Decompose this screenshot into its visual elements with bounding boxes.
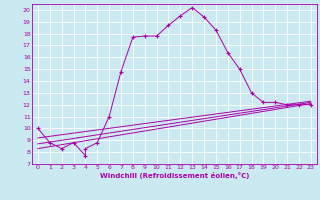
X-axis label: Windchill (Refroidissement éolien,°C): Windchill (Refroidissement éolien,°C) (100, 172, 249, 179)
